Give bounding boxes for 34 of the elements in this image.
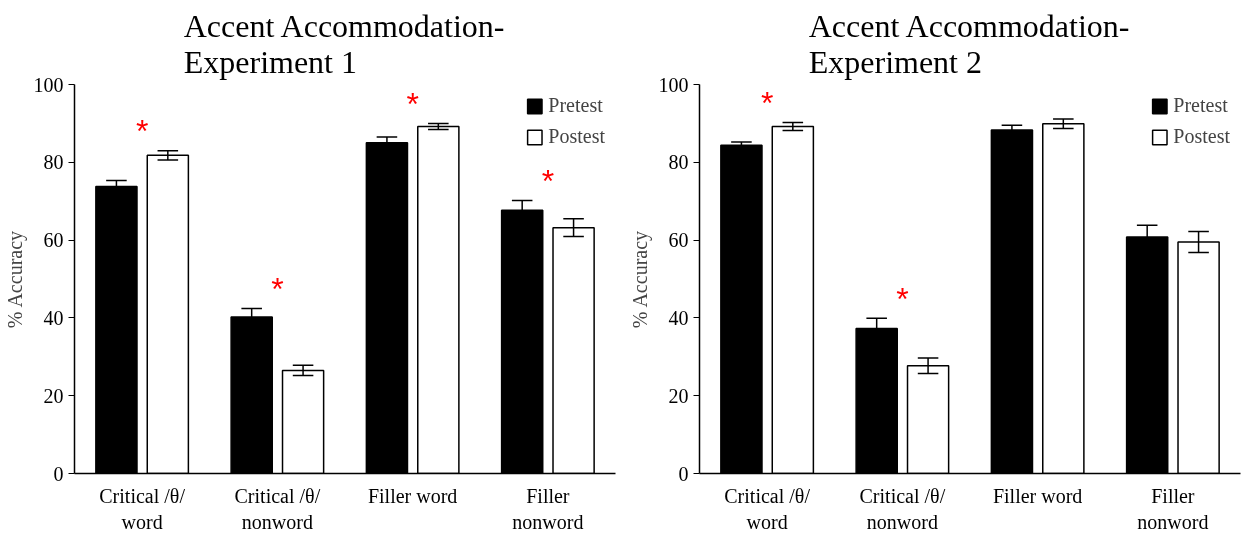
- chart-title: Accent Accommodation- Experiment 2: [808, 7, 1130, 80]
- y-tick-label: 0: [678, 462, 689, 485]
- chart-title: Accent Accommodation- Experiment 1: [183, 7, 505, 80]
- y-tick-label: 40: [43, 306, 64, 329]
- legend-label: Postest: [548, 125, 605, 148]
- y-tick-label: 0: [53, 462, 64, 485]
- y-tick-label: 80: [668, 151, 689, 174]
- y-tick-label: 20: [43, 384, 64, 407]
- annotation: *: [896, 280, 909, 317]
- y-tick-label: 20: [668, 384, 689, 407]
- x-tick-label: Filler word: [992, 484, 1083, 507]
- x-tick-label: Filler word: [367, 484, 458, 507]
- y-tick-label: 80: [43, 151, 64, 174]
- legend-label: Postest: [1173, 125, 1230, 148]
- legend-label: Pretest: [1173, 94, 1228, 117]
- y-tick-label: 100: [658, 73, 689, 96]
- x-tick-label: Critical /θ/ nonword: [234, 484, 321, 533]
- y-axis-title: % Accuracy: [628, 230, 652, 329]
- y-tick-label: 60: [668, 229, 689, 252]
- x-tick-label: Critical /θ/ word: [724, 484, 811, 533]
- y-tick-label: 100: [33, 73, 64, 96]
- annotation: *: [406, 85, 419, 122]
- y-tick-label: 40: [668, 306, 689, 329]
- annotation: *: [541, 162, 555, 199]
- annotation: *: [760, 85, 774, 122]
- y-tick-label: 60: [43, 229, 64, 252]
- x-tick-label: Critical /θ/ nonword: [859, 484, 946, 533]
- x-tick-label: Filler nonword: [512, 484, 584, 533]
- x-tick-label: Filler nonword: [1137, 484, 1209, 533]
- annotation: *: [135, 113, 149, 150]
- legend-label: Pretest: [548, 94, 603, 117]
- x-tick-label: Critical /θ/ word: [99, 484, 186, 533]
- annotation: *: [271, 271, 284, 308]
- y-axis-title: % Accuracy: [3, 230, 27, 329]
